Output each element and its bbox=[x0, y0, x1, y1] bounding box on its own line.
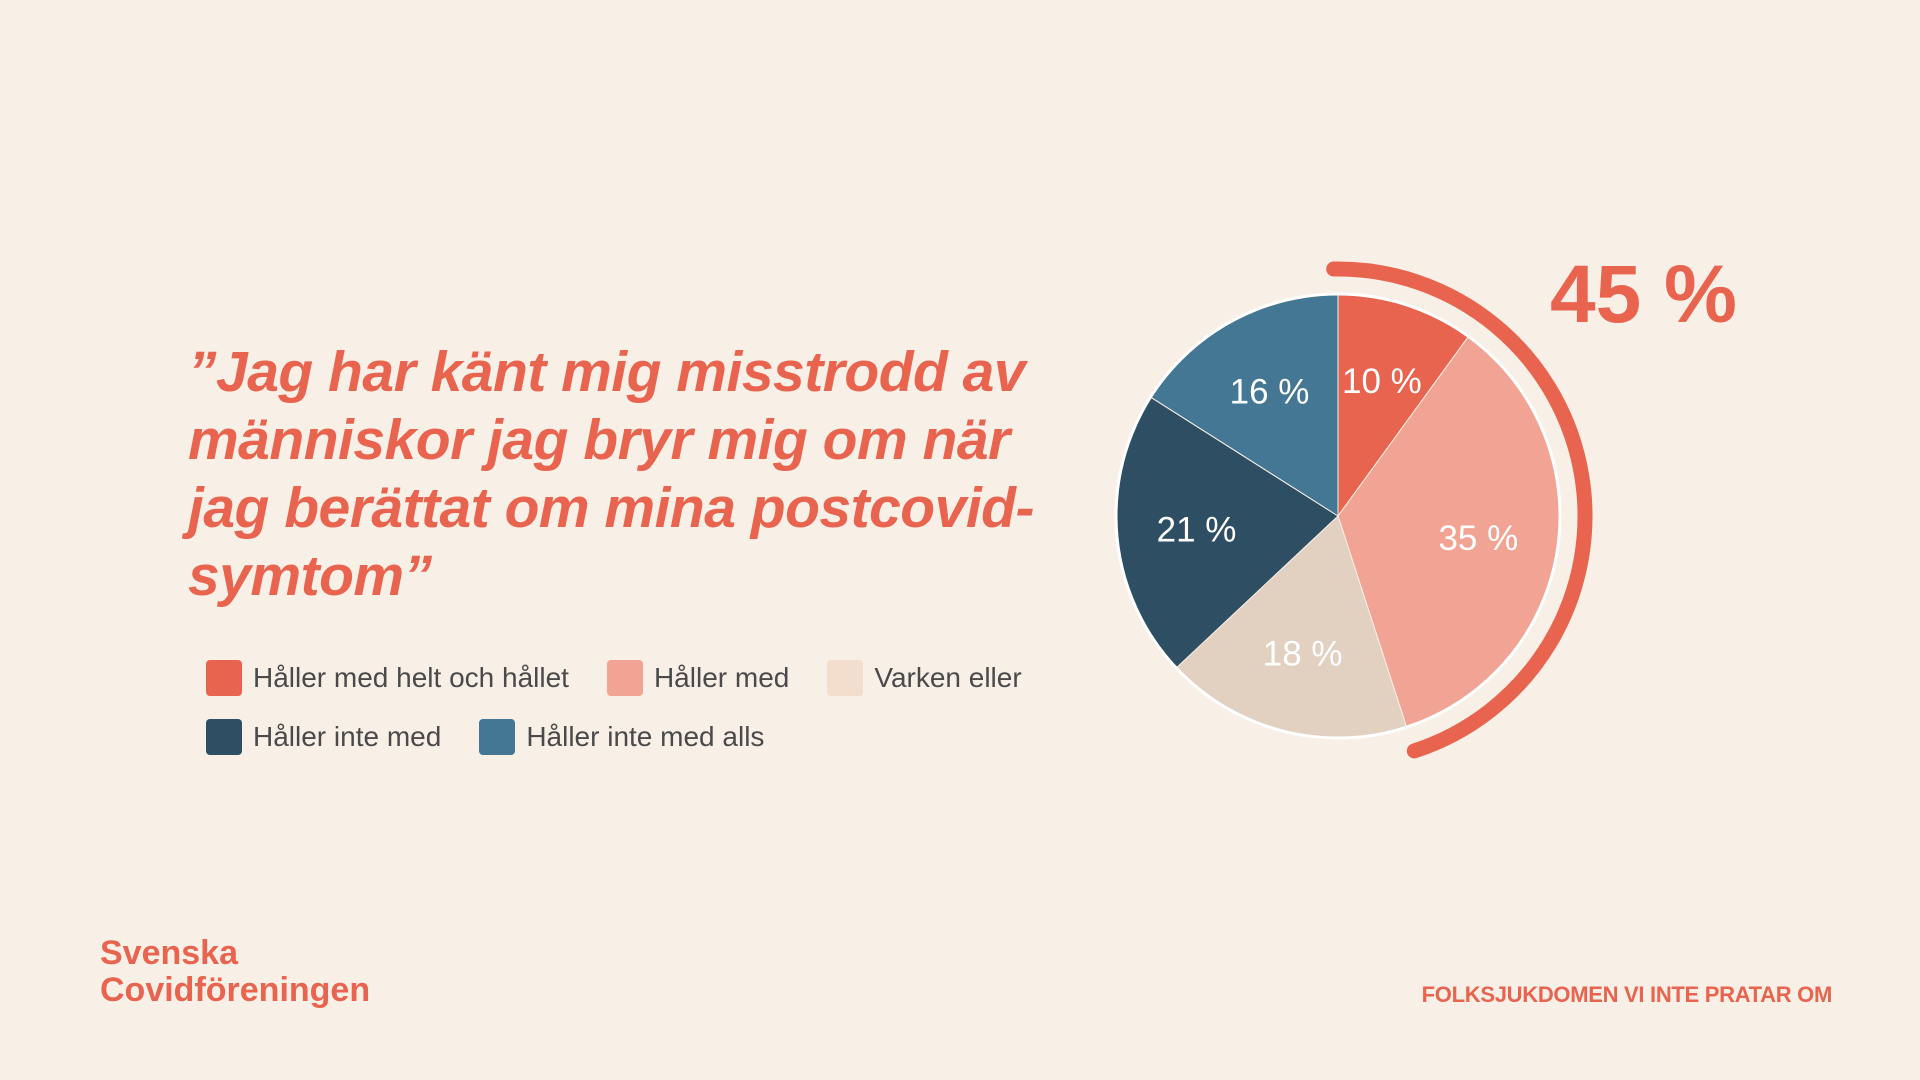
legend-swatch-haller-med bbox=[606, 660, 643, 696]
pie-slice-varken-eller-label: 18 % bbox=[1263, 635, 1343, 674]
legend-swatch-inte-med-alls bbox=[479, 719, 516, 755]
legend-swatch-helt bbox=[206, 660, 242, 696]
pie-slice-helt-label: 10 % bbox=[1342, 362, 1422, 401]
chart-quote-title: ”Jag har känt mig misstrodd av människor… bbox=[188, 340, 1034, 608]
legend-label-inte-med: Håller inte med bbox=[253, 721, 442, 752]
footer-tagline: FOLKSJUKDOMEN VI INTE PRATAR OM bbox=[1421, 982, 1833, 1007]
logo-svenska-covidforeningen: Svenska Covidföreningen bbox=[100, 935, 370, 1009]
legend-item-varken-eller: Varken eller bbox=[827, 660, 1022, 696]
pie-outline bbox=[1114, 292, 1562, 740]
pie-slice-inte-med-alls-label: 16 % bbox=[1230, 372, 1310, 411]
legend-label-haller-med: Håller med bbox=[653, 662, 790, 693]
legend-item-inte-med: Håller inte med bbox=[206, 719, 441, 755]
legend-label-varken-eller: Varken eller bbox=[874, 662, 1022, 693]
logo-line-1: Svenska bbox=[100, 934, 238, 972]
pie-slice-inte-med-label: 21 % bbox=[1157, 510, 1237, 549]
legend-item-inte-med-alls: Håller inte med alls bbox=[479, 719, 764, 755]
highlight-value-label: 45 % bbox=[1550, 249, 1737, 340]
pie-slice-haller-med-label: 35 % bbox=[1438, 519, 1518, 558]
legend-item-haller-med: Håller med bbox=[606, 660, 790, 696]
legend-swatch-varken-eller bbox=[827, 660, 864, 696]
legend-item-helt: Håller med helt och hållet bbox=[206, 660, 569, 696]
legend-swatch-inte-med bbox=[206, 719, 242, 755]
legend-row-1: Håller med helt och hållet Håller med Va… bbox=[206, 658, 1106, 698]
chart-legend: Håller med helt och hållet Håller med Va… bbox=[206, 658, 1106, 776]
legend-label-inte-med-alls: Håller inte med alls bbox=[526, 721, 765, 752]
legend-label-helt: Håller med helt och hållet bbox=[253, 662, 569, 693]
legend-row-2: Håller inte med Håller inte med alls bbox=[206, 717, 1106, 757]
pie-chart: 10 % 35 % 18 % 21 % 16 % 45 % bbox=[1114, 249, 1737, 759]
logo-line-2: Covidföreningen bbox=[100, 971, 371, 1009]
highlight-arc bbox=[1326, 261, 1593, 759]
